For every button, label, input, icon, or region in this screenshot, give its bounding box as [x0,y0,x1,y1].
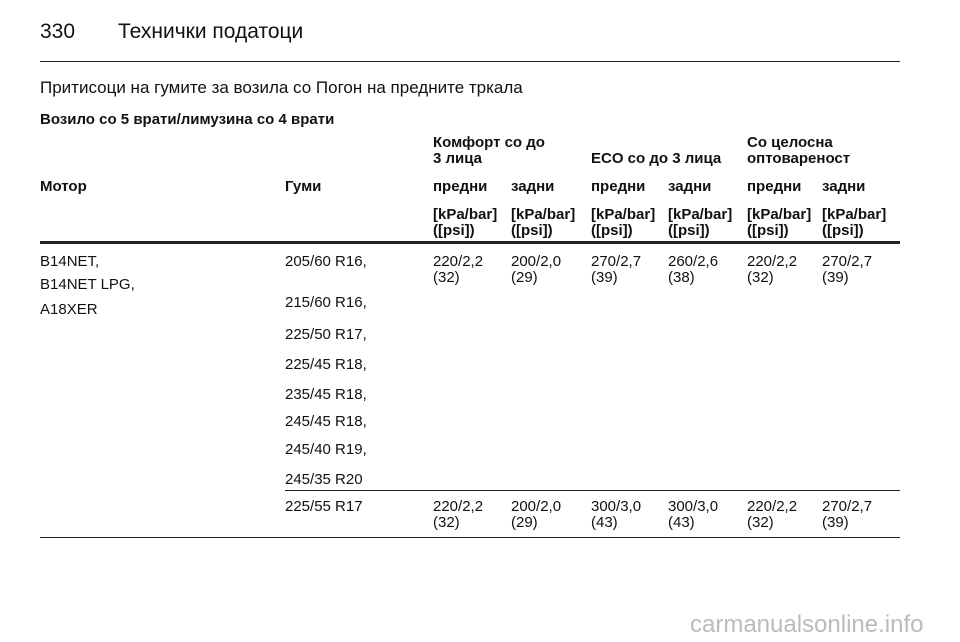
column-header: задни [511,178,555,195]
column-header: Гуми [285,178,322,195]
tyre-size: 225/45 R18, [285,356,367,373]
unit-label: ([psi]) [668,222,710,239]
tyre-size: 245/40 R19, [285,441,367,458]
row-rule [285,490,900,491]
pressure-value: 220/2,2 [747,253,798,270]
column-header: предни [433,178,488,195]
pressure-value: 260/2,6 [668,253,719,270]
header-rule [40,61,900,62]
column-header: задни [822,178,866,195]
pressure-value: 300/3,0 [591,498,642,515]
unit-label: [kPa/bar] [511,206,576,223]
engine: A18XER [40,301,98,318]
column-header: Мотор [40,178,87,195]
pressure-value: 200/2,0 [511,253,562,270]
engine: B14NET, [40,253,100,270]
unit-label: ([psi]) [822,222,864,239]
header-rule-thick [40,241,900,244]
pressure-value: (39) [591,269,618,286]
column-header: предни [747,178,802,195]
table-bottom-rule [40,537,900,538]
tyre-size: 245/35 R20 [285,471,363,488]
unit-label: [kPa/bar] [433,206,498,223]
page-title: Технички податоци [118,20,304,43]
watermark: carmanualsonline.info [690,611,924,638]
unit-label: [kPa/bar] [668,206,733,223]
group-header: 3 лица [433,150,483,167]
pressure-value: 220/2,2 [433,253,484,270]
tyre-size: 215/60 R16, [285,294,367,311]
pressure-value: (39) [822,269,849,286]
pressure-value: (32) [747,514,774,531]
engine: B14NET LPG, [40,276,135,293]
pressure-value: (29) [511,514,538,531]
pressure-value: (32) [433,514,460,531]
group-header: Комфорт со до [433,134,545,151]
unit-label: ([psi]) [747,222,789,239]
tyre-size: 225/50 R17, [285,326,367,343]
tyre-size: 205/60 R16, [285,253,367,270]
pressure-value: (43) [668,514,695,531]
pressure-value: 200/2,0 [511,498,562,515]
pressure-value: (32) [433,269,460,286]
pressure-value: (39) [822,514,849,531]
group-header: Со целосна [747,134,833,151]
tyre-size: 245/45 R18, [285,413,367,430]
group-header: ECO со до 3 лица [591,150,722,167]
unit-label: [kPa/bar] [747,206,812,223]
group-header: оптовареност [747,150,851,167]
tyre-size: 235/45 R18, [285,386,367,403]
pressure-value: 270/2,7 [822,498,873,515]
page-number: 330 [40,20,76,43]
pressure-value: (43) [591,514,618,531]
unit-label: ([psi]) [433,222,475,239]
pressure-value: 300/3,0 [668,498,719,515]
unit-label: [kPa/bar] [591,206,656,223]
pressure-value: (38) [668,269,695,286]
pressure-value: 270/2,7 [591,253,642,270]
tyre-size: 225/55 R17 [285,498,363,515]
pressure-value: (29) [511,269,538,286]
column-header: предни [591,178,646,195]
column-header: задни [668,178,712,195]
pressure-value: (32) [747,269,774,286]
pressure-value: 270/2,7 [822,253,873,270]
pressure-value: 220/2,2 [433,498,484,515]
subtitle: Возило со 5 врати/лимузина со 4 врати [40,111,335,128]
pressure-value: 220/2,2 [747,498,798,515]
unit-label: [kPa/bar] [822,206,887,223]
section-title: Притисоци на гумите за возила со Погон н… [40,78,523,97]
unit-label: ([psi]) [591,222,633,239]
unit-label: ([psi]) [511,222,553,239]
